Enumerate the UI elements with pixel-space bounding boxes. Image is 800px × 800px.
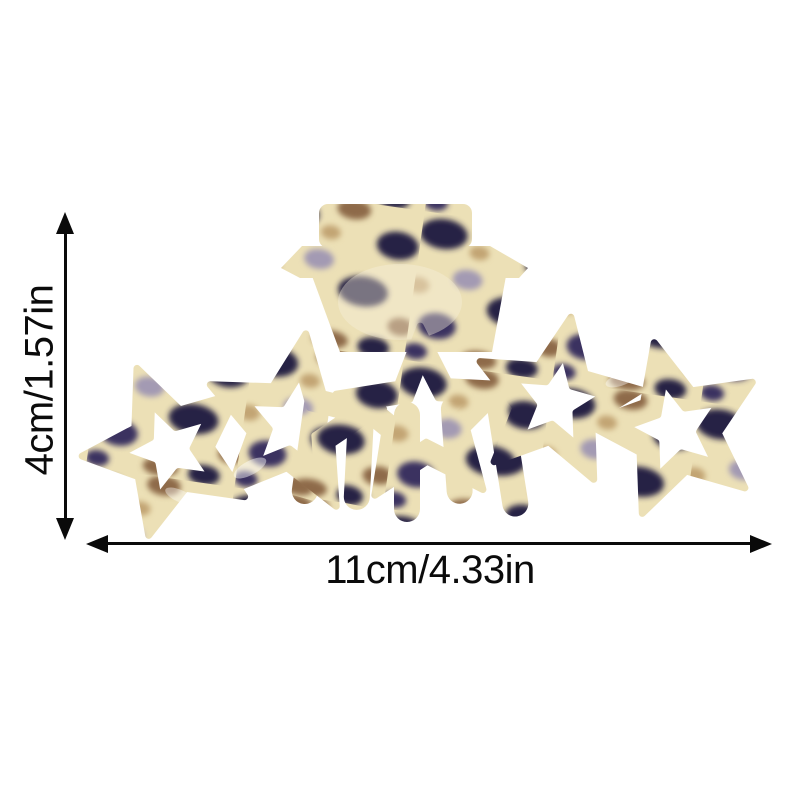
vertical-dimension-line bbox=[64, 226, 67, 528]
horizontal-dimension-line bbox=[100, 542, 756, 545]
width-dimension-label: 11cm/4.33in bbox=[325, 548, 535, 592]
arrow-left-icon bbox=[86, 534, 108, 553]
arrow-up-icon bbox=[56, 212, 74, 234]
height-dimension-label: 4cm/1.57in bbox=[17, 284, 62, 476]
arrow-down-icon bbox=[56, 518, 74, 540]
arrow-right-icon bbox=[750, 534, 772, 553]
